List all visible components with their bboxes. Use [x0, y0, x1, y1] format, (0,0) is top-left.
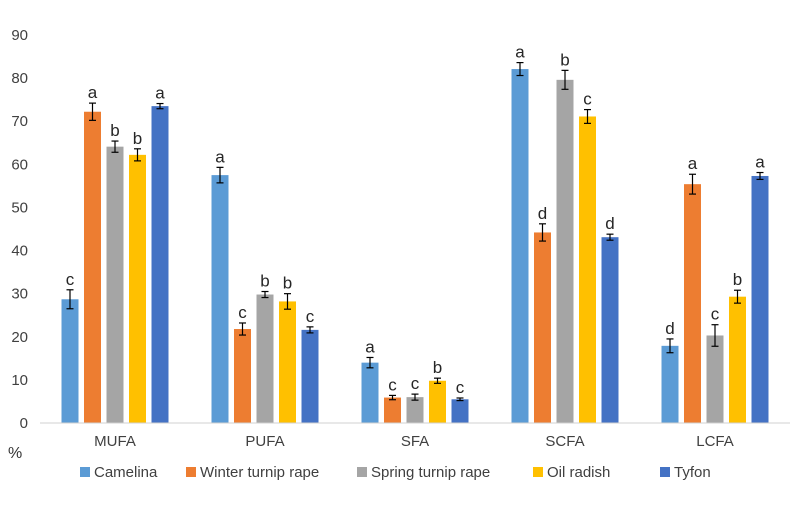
bar	[84, 111, 101, 423]
legend-swatch	[186, 467, 196, 477]
bar	[729, 296, 746, 423]
bar	[361, 362, 379, 423]
significance-label: b	[260, 272, 269, 291]
significance-label: b	[560, 50, 569, 69]
legend-swatch	[80, 467, 90, 477]
bar	[406, 397, 424, 423]
bar	[601, 237, 619, 423]
bar	[556, 79, 574, 423]
y-tick-label: 30	[11, 286, 28, 303]
significance-label: b	[733, 270, 742, 289]
unit-label: %	[8, 445, 22, 462]
x-tick-label: LCFA	[696, 433, 734, 450]
significance-label: a	[88, 83, 98, 102]
bar	[751, 175, 769, 423]
significance-label: c	[711, 305, 720, 324]
y-tick-label: 70	[11, 113, 28, 130]
bar	[106, 146, 124, 423]
significance-label: b	[283, 274, 292, 293]
legend-label: Oil radish	[547, 464, 610, 481]
bar	[661, 345, 679, 423]
bar	[301, 329, 319, 423]
significance-label: c	[388, 375, 397, 394]
y-tick-label: 50	[11, 199, 28, 216]
significance-label: a	[365, 337, 375, 356]
error-bars	[66, 61, 764, 402]
legend-swatch	[660, 467, 670, 477]
x-axis: MUFA PUFA SFA SCFA LCFA	[94, 433, 734, 450]
legend-swatch	[533, 467, 543, 477]
significance-label: c	[583, 90, 592, 109]
legend-swatch	[357, 467, 367, 477]
y-tick-label: 10	[11, 372, 28, 389]
bar	[706, 335, 724, 423]
legend-label: Camelina	[94, 464, 158, 481]
y-tick-label: 0	[20, 415, 28, 432]
bar	[61, 299, 79, 423]
legend-label: Tyfon	[674, 464, 711, 481]
significance-label: c	[238, 303, 247, 322]
significance-label: c	[456, 378, 465, 397]
y-tick-label: 90	[11, 27, 28, 44]
significance-label: b	[110, 121, 119, 140]
significance-label: c	[306, 307, 315, 326]
significance-label: c	[66, 270, 75, 289]
y-tick-label: 20	[11, 329, 28, 346]
bar	[511, 69, 529, 424]
bar	[256, 294, 274, 423]
significance-label: d	[605, 214, 614, 233]
bar	[211, 175, 229, 423]
significance-label: b	[433, 358, 442, 377]
bar	[234, 329, 251, 423]
y-tick-label: 60	[11, 156, 28, 173]
significance-label: b	[133, 129, 142, 148]
bar	[151, 106, 169, 423]
x-tick-label: PUFA	[245, 433, 284, 450]
significance-label: c	[411, 374, 420, 393]
legend: Camelina Winter turnip rape Spring turnip …	[80, 464, 711, 481]
bar	[534, 232, 551, 423]
bar	[684, 184, 701, 423]
bar	[579, 116, 596, 423]
bar	[129, 154, 146, 424]
y-axis: 0 10 20 30 40 50 60 70 80 90	[11, 27, 28, 432]
y-tick-label: 80	[11, 70, 28, 87]
significance-label: a	[515, 43, 525, 62]
significance-label: a	[215, 147, 225, 166]
x-tick-label: SFA	[401, 433, 429, 450]
x-tick-label: SCFA	[545, 433, 584, 450]
significance-label: a	[155, 84, 165, 103]
bar	[451, 399, 469, 423]
x-tick-label: MUFA	[94, 433, 136, 450]
legend-label: Winter turnip rape	[200, 464, 319, 481]
y-tick-label: 40	[11, 243, 28, 260]
bar	[429, 380, 446, 423]
significance-label: d	[665, 319, 674, 338]
significance-label: a	[755, 153, 765, 172]
significance-label: a	[688, 154, 698, 173]
significance-label: d	[538, 204, 547, 223]
bar	[279, 301, 296, 423]
legend-label: Spring turnip rape	[371, 464, 490, 481]
bar	[384, 397, 401, 423]
bars	[61, 69, 769, 424]
